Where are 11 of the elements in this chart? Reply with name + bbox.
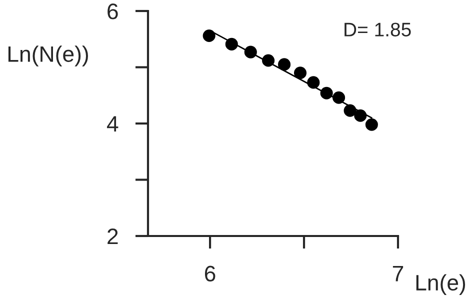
point bbox=[202, 29, 216, 42]
x-tick-label: 7 bbox=[392, 266, 404, 282]
point bbox=[278, 58, 291, 71]
annotation: D= 1.85 bbox=[344, 22, 411, 36]
point bbox=[294, 66, 307, 80]
y-tick-label: 4 bbox=[106, 116, 118, 132]
y-tick-label: 6 bbox=[108, 4, 118, 20]
y-tick-label: 2 bbox=[108, 228, 118, 244]
x-axis-title: Ln(e) bbox=[416, 274, 466, 295]
point bbox=[365, 118, 378, 131]
y-axis-title: Ln(N(e)) bbox=[8, 46, 88, 66]
